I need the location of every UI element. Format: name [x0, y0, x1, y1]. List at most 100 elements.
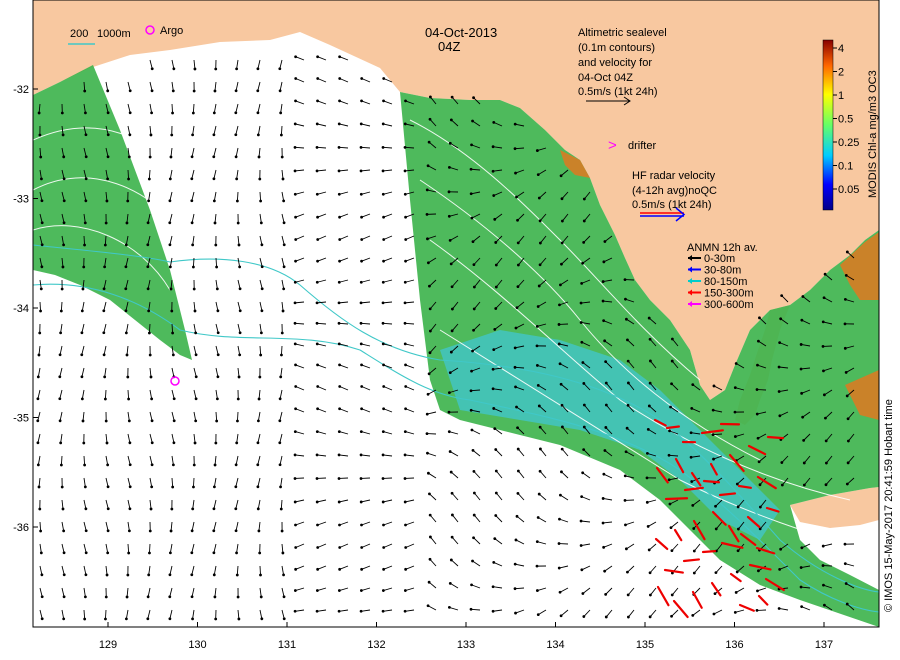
velocity-arrow — [149, 499, 152, 509]
velocity-arrowhead — [403, 609, 407, 613]
velocity-arrowhead — [259, 221, 263, 225]
velocity-arrow — [171, 103, 174, 114]
velocity-arrow — [257, 499, 261, 509]
velocity-arrow — [515, 123, 525, 127]
velocity-arrow — [514, 147, 525, 150]
velocity-arrowhead — [193, 309, 197, 313]
velocity-arrowhead — [624, 297, 627, 301]
velocity-arrow — [61, 499, 64, 509]
velocity-arrow — [193, 433, 196, 443]
velocity-arrowhead — [194, 397, 198, 401]
velocity-arrow — [81, 301, 85, 311]
velocity-arrowhead — [83, 485, 87, 489]
x-tick-label: 131 — [278, 639, 296, 651]
velocity-arrow — [213, 565, 217, 575]
velocity-arrowhead — [604, 360, 608, 364]
velocity-arrow — [281, 191, 285, 201]
velocity-arrowhead — [823, 603, 826, 607]
velocity-arrow — [192, 609, 195, 619]
velocity-arrowhead — [604, 615, 608, 619]
velocity-arrow — [339, 191, 349, 195]
velocity-arrowhead — [601, 299, 605, 303]
velocity-arrowhead — [84, 573, 88, 577]
velocity-arrowhead — [513, 587, 517, 591]
velocity-arrowhead — [127, 529, 131, 533]
velocity-arrowhead — [448, 239, 452, 242]
velocity-arrow — [648, 428, 657, 435]
velocity-arrowhead — [472, 513, 476, 517]
velocity-arrowhead — [557, 342, 561, 346]
velocity-arrow — [649, 565, 657, 574]
velocity-arrow — [83, 609, 86, 620]
velocity-arrow — [339, 499, 349, 503]
velocity-arrowhead — [58, 419, 62, 423]
velocity-arrowhead — [315, 500, 319, 504]
velocity-arrow — [215, 367, 219, 377]
velocity-arrowhead — [360, 215, 363, 219]
velocity-arrowhead — [579, 301, 583, 305]
velocity-arrowhead — [360, 546, 364, 549]
velocity-arrow — [515, 539, 525, 545]
velocity-arrowhead — [403, 145, 407, 149]
velocity-arrowhead — [381, 169, 385, 173]
velocity-arrow — [149, 125, 152, 135]
velocity-arrow — [517, 493, 525, 501]
velocity-arrow — [279, 81, 283, 91]
velocity-arrowhead — [60, 111, 64, 115]
velocity-arrowhead — [582, 219, 586, 223]
hf-radar-note-line-3: 0.5m/s (1kt 24h) — [632, 199, 711, 211]
velocity-arrowhead — [777, 365, 781, 369]
velocity-arrowhead — [802, 438, 806, 442]
velocity-arrow — [669, 430, 679, 435]
velocity-arrow — [125, 235, 129, 245]
velocity-arrowhead — [338, 385, 342, 388]
velocity-arrowhead — [338, 407, 342, 411]
velocity-arrow — [171, 455, 174, 465]
velocity-arrowhead — [403, 589, 407, 592]
velocity-arrowhead — [626, 403, 630, 407]
velocity-arrowhead — [736, 505, 740, 509]
velocity-arrowhead — [212, 155, 216, 159]
velocity-arrow — [317, 100, 327, 105]
velocity-arrowhead — [472, 96, 475, 100]
velocity-arrow — [404, 146, 415, 149]
velocity-arrowhead — [449, 350, 453, 354]
velocity-arrowhead — [845, 482, 849, 486]
velocity-arrow — [83, 565, 87, 575]
velocity-arrow — [449, 389, 459, 394]
velocity-arrow — [281, 543, 284, 554]
velocity-arrowhead — [256, 463, 260, 467]
colorbar-tick-label: 0.1 — [838, 161, 853, 173]
velocity-arrow — [317, 257, 327, 262]
velocity-arrowhead — [315, 169, 319, 173]
velocity-arrow — [737, 477, 745, 485]
velocity-arrowhead — [59, 331, 63, 335]
velocity-arrow — [360, 301, 371, 304]
velocity-arrow — [235, 125, 239, 135]
velocity-arrow — [237, 609, 240, 620]
velocity-arrowhead — [316, 546, 320, 549]
velocity-arrowhead — [192, 463, 196, 467]
velocity-arrowhead — [293, 609, 297, 613]
velocity-arrowhead — [469, 389, 473, 393]
velocity-arrowhead — [282, 243, 286, 247]
velocity-arrow — [317, 279, 327, 283]
velocity-arrow — [105, 433, 108, 443]
velocity-arrow — [59, 345, 63, 355]
velocity-arrow — [126, 345, 129, 355]
velocity-arrowhead — [382, 567, 386, 571]
velocity-arrow — [39, 609, 43, 619]
velocity-arrowhead — [293, 145, 297, 149]
velocity-arrow — [429, 279, 437, 287]
velocity-arrow — [39, 147, 42, 158]
velocity-arrow — [316, 146, 327, 149]
velocity-arrow — [339, 364, 349, 369]
velocity-arrow — [428, 141, 437, 149]
velocity-arrowhead — [714, 571, 718, 575]
velocity-arrowhead — [404, 385, 408, 388]
velocity-arrow — [581, 520, 591, 523]
velocity-arrowhead — [822, 296, 826, 300]
velocity-arrow — [383, 609, 393, 612]
velocity-arrowhead — [737, 527, 740, 531]
velocity-arrow — [59, 389, 63, 399]
